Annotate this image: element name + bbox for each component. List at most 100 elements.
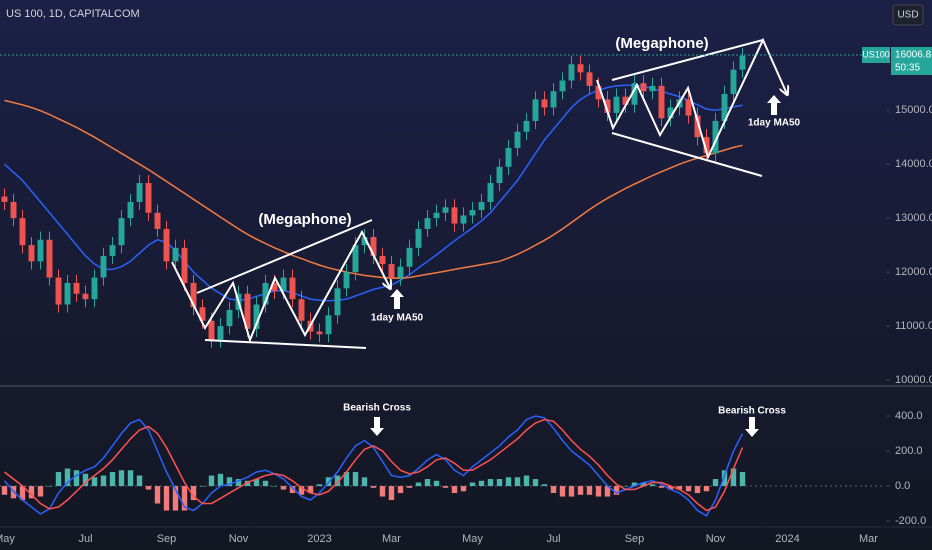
histogram-bar [685,486,692,492]
candle-body [136,183,143,202]
annotation: (Megaphone) [615,35,708,52]
currency[interactable]: USD [897,10,918,21]
trend-line [204,339,367,349]
candle-body [37,239,44,262]
candle-body [640,83,647,92]
histogram-bar [721,470,728,487]
histogram-bar [496,479,503,487]
candle-body [217,326,224,340]
histogram-bar [253,479,260,487]
candle-body [739,55,746,70]
candle-body [532,99,539,121]
candle-body [496,166,503,184]
candle-body [586,72,593,86]
histogram-bar [415,482,422,487]
candle-body [478,201,485,211]
histogram-bar [145,486,152,490]
histogram-bar [163,486,170,511]
histogram-bar [181,486,188,511]
candle-body [280,277,287,292]
candle-body [712,120,719,154]
candle-body [703,137,710,154]
candle-body [226,309,233,327]
candle-body [208,320,215,340]
histogram-bar [118,470,125,487]
histogram-bar [37,486,44,497]
candle-body [694,115,701,138]
candle-body [514,131,521,148]
candle-body [685,99,692,116]
histogram-bar [712,479,719,487]
histogram-bar [172,486,179,511]
candle-body [253,304,260,329]
candle-body [649,85,656,92]
candle-body [19,218,26,246]
candle-body [100,255,107,278]
histogram-bar [487,479,494,487]
histogram-bar [73,470,80,487]
histogram-bar [307,486,314,494]
histogram-bar [82,473,89,487]
candle-body [433,212,440,219]
arrow [370,417,384,436]
histogram-bar [352,472,359,487]
moving-average [3,84,743,302]
candle-body [154,212,161,229]
candle-body [343,272,350,289]
candle-body [721,93,728,121]
candle-body [523,120,530,132]
last-price-box [891,47,932,75]
candle-body [397,266,404,278]
candle-body [181,247,188,283]
x-tick-label: Sep [625,533,645,545]
annotation: Bearish Cross [343,403,411,414]
candle-body [163,228,170,262]
histogram-bar [235,479,242,487]
histogram-bar [676,486,683,490]
histogram-bar [208,475,215,487]
histogram-bar [379,486,386,497]
histogram-bar [586,486,593,495]
candle-body [424,218,431,229]
arrow [745,417,759,437]
candle-body [73,282,80,294]
histogram-bar [370,486,377,488]
histogram-bar [316,484,323,487]
candle-body [352,245,359,273]
histogram-bar [244,480,251,487]
histogram-bar [658,486,665,488]
histogram-bar [514,477,521,487]
histogram-bar [190,486,197,501]
histogram-bar [406,486,413,488]
candle-body [28,245,35,262]
candle-body [550,91,557,108]
histogram-bar [1,486,8,495]
histogram-bar [577,486,584,495]
candle-body [118,218,125,246]
x-tick-label: Mar [859,533,878,545]
annotation: 1day MA50 [371,313,424,324]
x-tick-label: Mar [382,533,401,545]
histogram-bar [127,470,134,487]
histogram-bar [631,482,638,487]
candle-body [460,215,467,224]
histogram-bar [604,486,611,497]
histogram-bar [469,482,476,487]
annotation: 1day MA50 [748,118,801,129]
histogram-bar [280,486,287,490]
x-tick-label: 2024 [775,533,799,545]
currency-button[interactable] [892,4,924,26]
candle-body [199,307,206,321]
candle-body [91,277,98,300]
y-tick-label: 13000.0 [895,212,932,224]
histogram-bar [424,479,431,487]
zigzag [596,37,787,160]
candle-body [595,85,602,100]
candle-body [730,69,737,94]
candle-body [631,83,638,105]
histogram-bar [199,486,206,487]
histogram-bar [730,468,737,487]
trend-line [611,132,763,177]
